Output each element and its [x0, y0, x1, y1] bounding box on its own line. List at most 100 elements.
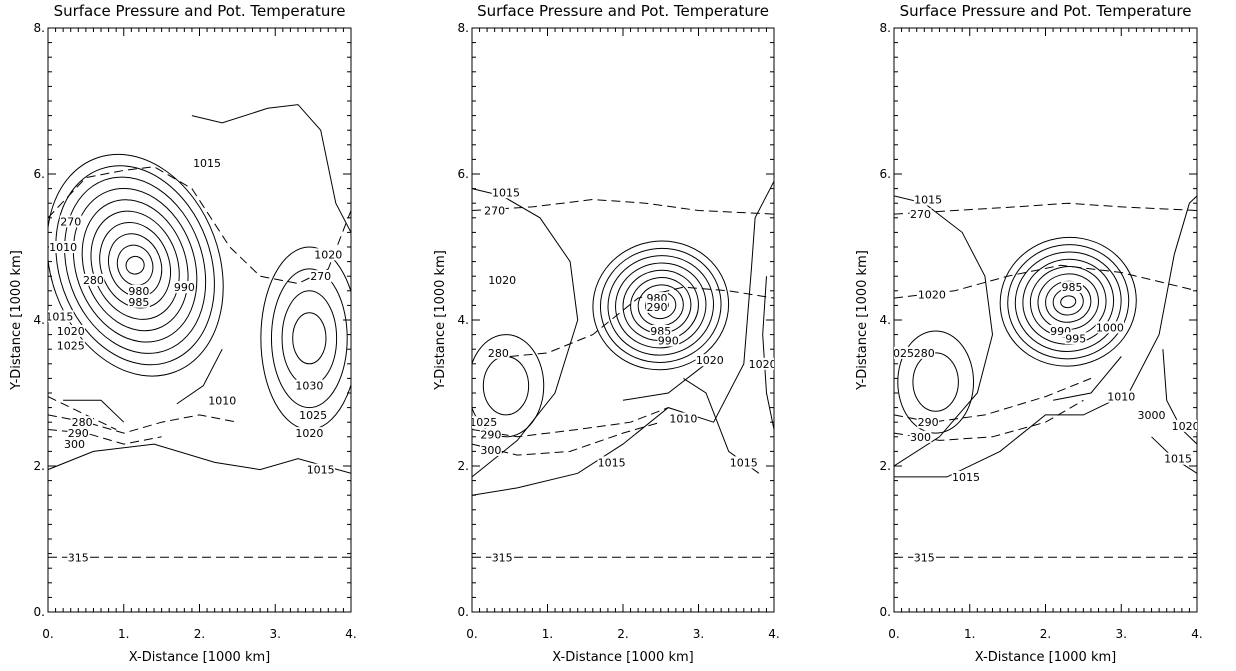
contour-label-bg	[128, 284, 150, 297]
contour-label-bg	[295, 379, 324, 392]
contour-label: 985	[128, 296, 149, 309]
contour-label-bg	[1163, 452, 1193, 465]
contour-label-bg	[1061, 281, 1083, 294]
contour-label-bg	[56, 324, 85, 337]
contour-label-bg	[82, 273, 105, 286]
contour-label-bg	[646, 300, 668, 313]
x-tick-label: 0.	[466, 627, 477, 641]
contour-label: 990	[174, 281, 195, 294]
pressure-isobar-1020	[999, 236, 1137, 367]
contour-label: 1020	[488, 274, 516, 287]
chart-title: Surface Pressure and Pot. Temperature	[477, 2, 769, 20]
plot-frame	[893, 27, 1198, 613]
contour-label: 270	[484, 205, 505, 218]
contour-label: 1010	[1107, 391, 1135, 404]
y-tick-label: 6.	[458, 167, 469, 181]
contour-label-bg	[1064, 332, 1087, 345]
pressure-isobar-1015	[894, 195, 1197, 478]
contour-label-bg	[71, 416, 93, 429]
pressure-isobar-1020	[55, 165, 215, 366]
x-tick-label: 4.	[768, 627, 779, 641]
contour-label: 1025	[299, 409, 327, 422]
pressure-isobar-1020	[472, 334, 545, 438]
contour-label-bg	[67, 551, 90, 564]
contour-label: 270	[310, 270, 331, 283]
contour-label-bg	[1107, 390, 1136, 403]
x-tick-label: 2.	[194, 627, 205, 641]
theta-isotherm-300	[472, 421, 661, 456]
contour-label-bg	[917, 416, 939, 429]
contour-label: 1020	[918, 288, 946, 301]
contour-label: 985	[1062, 281, 1083, 294]
pressure-isobar-1015	[48, 443, 351, 474]
contour-label: 290	[480, 429, 501, 442]
pressure-isobar-1015	[894, 195, 994, 467]
contour-label-bg	[48, 310, 74, 323]
contour-label: 1010	[669, 413, 697, 426]
contour-label: 1025	[57, 340, 85, 353]
contour-label: 315	[914, 551, 935, 564]
y-axis-label: Y-Distance [1000 km]	[855, 250, 870, 391]
contour-label-bg	[748, 357, 774, 370]
y-tick-label: 8.	[458, 21, 469, 35]
contour-label: 315	[492, 551, 513, 564]
contour-label: 280	[488, 347, 509, 360]
contour-label: 1015	[45, 310, 73, 323]
pressure-isobar-1010	[607, 255, 715, 356]
contour-label-bg	[48, 241, 78, 253]
contour-label-bg	[56, 339, 85, 352]
x-tick-label: 0.	[888, 627, 899, 641]
contour-label: 300	[910, 431, 931, 444]
pressure-isobar-1020	[897, 330, 975, 434]
contour-label: 1020	[696, 354, 724, 367]
contour-label: 1015	[952, 471, 980, 484]
contour-label-bg	[173, 281, 196, 294]
contour-label: 990	[658, 334, 679, 347]
plot-frame	[47, 27, 352, 613]
y-tick-label: 6.	[880, 167, 891, 181]
contour-label: 1015	[730, 456, 758, 469]
theta-isotherm-290	[472, 407, 669, 438]
contour-label: 290	[68, 427, 89, 440]
contour-label-bg	[913, 551, 936, 564]
contour-label-bg	[488, 273, 517, 286]
pressure-isobar-1025	[912, 352, 959, 412]
contour-label: 1030	[295, 380, 323, 393]
y-tick-label: 0.	[458, 605, 469, 619]
x-tick-label: 4.	[1191, 627, 1202, 641]
y-axis-label: Y-Distance [1000 km]	[9, 250, 24, 391]
contour-label-bg	[491, 551, 514, 564]
pressure-isobar-1015	[191, 104, 351, 233]
contour-label-bg	[695, 354, 725, 367]
contour-label: 1020	[295, 427, 323, 440]
y-tick-label: 0.	[34, 605, 45, 619]
contour-label: 1020	[314, 248, 342, 261]
pressure-isobar-1015	[472, 188, 579, 478]
x-axis-label: X-Distance [1000 km]	[129, 650, 270, 665]
chart-panel-2: Surface Pressure and Pot. Temperature X-D…	[433, 2, 780, 665]
theta-isotherm-270	[472, 198, 774, 215]
pressure-isobar-985	[116, 244, 154, 286]
contour-label-bg	[298, 408, 328, 421]
contour-label: 1020	[749, 358, 777, 371]
pressure-isobar-280	[63, 399, 125, 423]
x-axis-label: X-Distance [1000 km]	[975, 650, 1116, 665]
contour-label-bg	[909, 208, 932, 221]
y-tick-label: 2.	[458, 459, 469, 473]
y-tick-label: 6.	[34, 167, 45, 181]
chart-title: Surface Pressure and Pot. Temperature	[900, 2, 1192, 20]
pressure-isobar-995	[1037, 273, 1099, 331]
contour-label: 1020	[1172, 420, 1200, 433]
y-tick-label: 4.	[34, 313, 45, 327]
pressure-isobar-1025	[48, 153, 224, 377]
contour-label: 290	[918, 416, 939, 429]
contour-label: 1015	[1164, 453, 1192, 466]
x-tick-label: 1.	[964, 627, 975, 641]
contour-label-bg	[913, 193, 943, 206]
contour-label-bg	[192, 157, 222, 170]
pressure-isobar-1015	[599, 247, 722, 363]
contour-label: 1015	[492, 186, 520, 199]
chart-panel-3: Surface Pressure and Pot. Temperature X-D…	[855, 2, 1203, 665]
